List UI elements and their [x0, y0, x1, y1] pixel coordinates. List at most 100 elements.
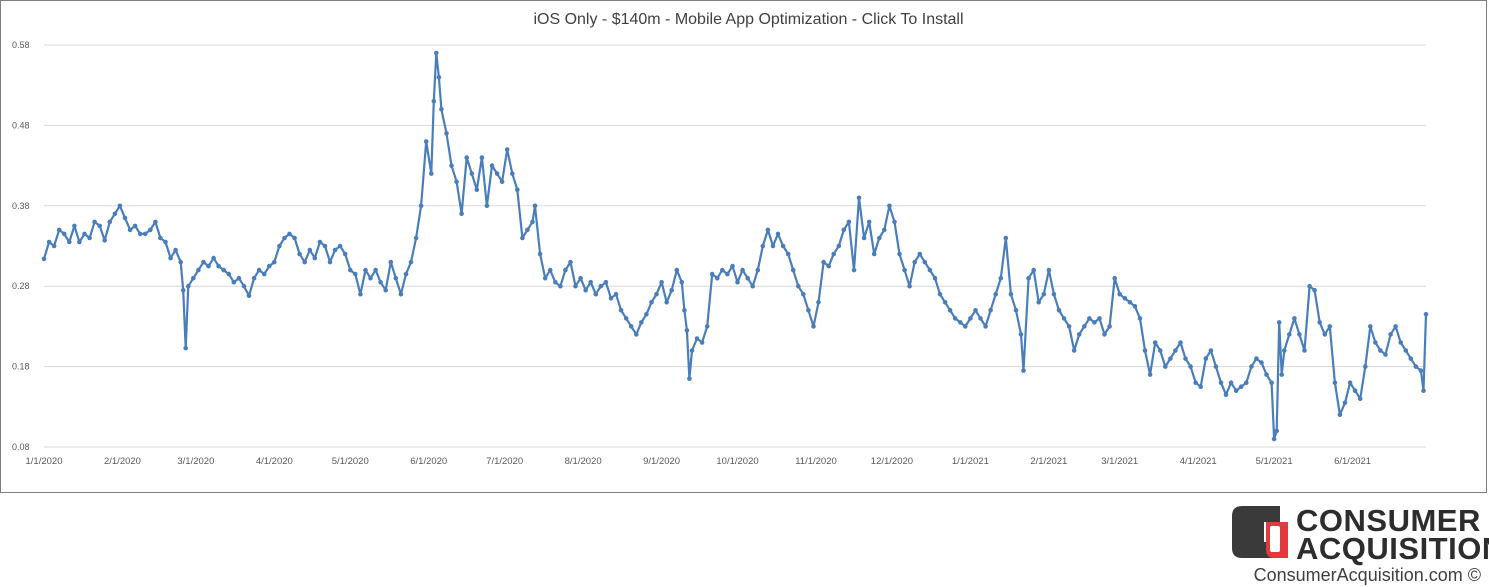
- data-point: [327, 259, 333, 265]
- data-point: [436, 74, 442, 80]
- data-point: [322, 243, 328, 249]
- y-axis-ticks: 0.58 0.48 0.38 0.28 0.18 0.08: [12, 40, 30, 452]
- data-point: [831, 251, 836, 257]
- data-point: [973, 308, 978, 313]
- data-point: [1271, 436, 1277, 442]
- data-point: [1142, 348, 1148, 353]
- x-tick-label: 9/1/2020: [643, 456, 680, 467]
- data-point: [841, 227, 847, 233]
- x-tick-label: 4/1/2020: [256, 456, 293, 467]
- data-point: [180, 287, 186, 293]
- data-point: [861, 235, 867, 241]
- data-point: [388, 259, 394, 265]
- data-point: [211, 255, 216, 261]
- data-point: [1117, 291, 1122, 297]
- data-point: [1264, 372, 1269, 377]
- data-point: [226, 271, 232, 277]
- data-point: [968, 316, 973, 321]
- data-point: [1332, 380, 1338, 386]
- data-point: [917, 251, 923, 257]
- data-point: [72, 223, 77, 229]
- data-point: [790, 267, 796, 273]
- data-point: [998, 275, 1004, 281]
- data-point: [937, 291, 943, 297]
- data-point: [740, 267, 745, 273]
- data-point: [1287, 332, 1292, 337]
- data-point: [775, 231, 781, 237]
- data-point: [628, 324, 634, 329]
- data-point: [1056, 308, 1062, 313]
- data-point: [598, 283, 604, 289]
- data-point: [952, 316, 958, 321]
- x-tick-label: 5/1/2021: [1256, 456, 1293, 467]
- data-point: [474, 187, 480, 192]
- data-point: [56, 227, 62, 233]
- data-point: [231, 279, 237, 285]
- data-point: [542, 275, 548, 281]
- data-point: [148, 227, 153, 233]
- data-point: [826, 263, 831, 269]
- data-point: [510, 171, 515, 176]
- line-chart: 0.58 0.48 0.38 0.28 0.18 0.08 1/1/2020 2/1/202…: [12, 40, 1429, 467]
- data-point: [1274, 428, 1279, 434]
- data-point: [573, 283, 578, 289]
- data-point: [836, 243, 842, 249]
- data-point: [932, 275, 938, 281]
- data-point: [363, 267, 368, 273]
- data-point: [82, 231, 87, 237]
- data-point: [674, 267, 680, 273]
- data-point: [1292, 316, 1297, 321]
- data-point: [67, 239, 72, 245]
- data-point: [251, 275, 257, 281]
- data-point: [1188, 364, 1193, 369]
- data-point: [806, 308, 811, 313]
- data-point: [292, 235, 297, 241]
- data-point: [912, 259, 917, 265]
- data-point: [558, 283, 563, 289]
- data-point: [553, 279, 558, 285]
- data-point: [993, 291, 998, 297]
- data-point: [1003, 235, 1009, 241]
- data-point: [163, 239, 168, 245]
- data-point: [317, 239, 323, 245]
- data-point: [1223, 392, 1229, 398]
- data-point: [398, 291, 404, 297]
- data-point: [866, 219, 872, 225]
- data-point: [383, 287, 389, 293]
- data-point: [1398, 340, 1403, 345]
- data-point: [332, 247, 338, 253]
- y-tick-label: 0.58: [12, 40, 30, 50]
- x-tick-label: 2/1/2021: [1030, 456, 1067, 467]
- data-point: [816, 300, 821, 305]
- data-point: [1163, 364, 1168, 369]
- data-point: [547, 267, 553, 273]
- data-point: [1203, 356, 1209, 361]
- data-point: [1233, 388, 1239, 394]
- data-point: [659, 279, 664, 285]
- x-tick-label: 6/1/2020: [410, 456, 447, 467]
- data-point: [373, 267, 378, 273]
- series-line: [42, 51, 1428, 441]
- x-tick-label: 7/1/2020: [486, 456, 523, 467]
- data-point: [51, 243, 57, 249]
- data-point: [484, 203, 490, 209]
- data-point: [578, 275, 583, 281]
- data-point: [785, 251, 791, 257]
- data-point: [1107, 324, 1112, 329]
- data-point: [988, 308, 993, 313]
- data-point: [760, 243, 766, 249]
- data-point: [1013, 308, 1019, 313]
- data-point: [97, 223, 102, 229]
- data-point: [1282, 348, 1287, 353]
- data-point: [449, 163, 454, 168]
- data-point: [206, 263, 211, 269]
- data-point: [603, 279, 609, 285]
- data-point: [978, 316, 983, 321]
- data-point: [1423, 312, 1429, 317]
- data-point: [735, 279, 740, 285]
- x-tick-label: 10/1/2020: [716, 456, 758, 467]
- data-point: [358, 291, 363, 297]
- data-point: [241, 283, 247, 289]
- data-point: [947, 308, 953, 313]
- data-point: [1403, 348, 1409, 353]
